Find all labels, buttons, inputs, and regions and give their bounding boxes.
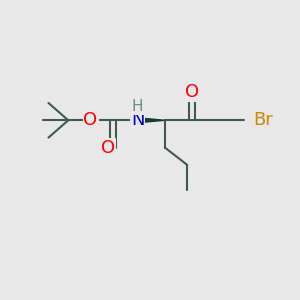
Text: O: O	[185, 83, 199, 101]
Text: O: O	[83, 111, 98, 129]
Text: H: H	[132, 99, 143, 114]
Polygon shape	[138, 118, 165, 123]
Text: N: N	[131, 111, 144, 129]
Text: O: O	[101, 139, 116, 157]
Text: Br: Br	[253, 111, 272, 129]
